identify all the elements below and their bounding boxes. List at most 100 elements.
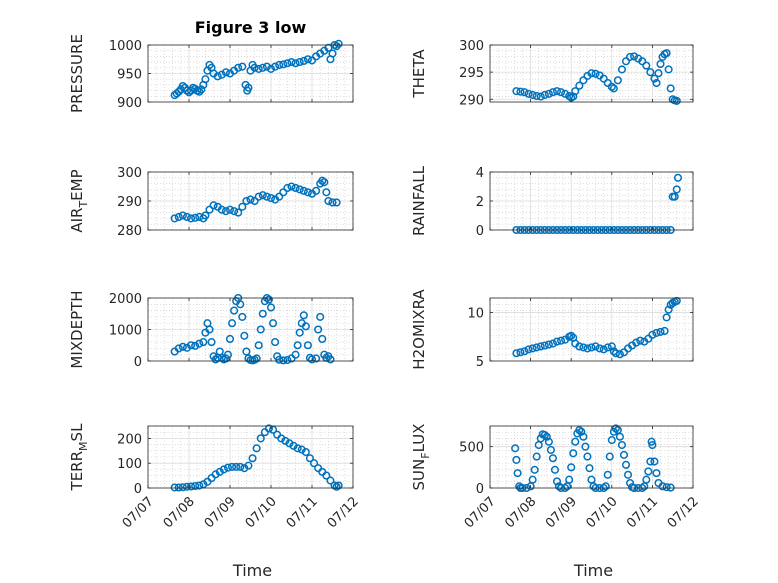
subplot-5: 0 1000 2000 MIXDEPTH	[68, 290, 354, 370]
x-tick-label: 07/07	[462, 494, 499, 531]
data-point	[221, 68, 230, 77]
data-point	[591, 69, 600, 78]
data-point	[595, 344, 604, 353]
y-axis-label-0: PRESSURE	[68, 34, 86, 113]
data-point	[532, 91, 541, 101]
data-point	[223, 463, 232, 472]
data-point	[299, 56, 308, 66]
data-point	[607, 436, 616, 445]
data-point	[262, 62, 271, 71]
y-tick-label: 5	[476, 355, 484, 370]
data-point	[254, 341, 263, 350]
y-tick-label: 290	[459, 93, 484, 108]
data-point	[312, 354, 321, 363]
data-point	[187, 214, 196, 223]
data-point	[540, 431, 549, 440]
data-point	[307, 355, 317, 364]
data-point	[240, 331, 249, 340]
data-point	[299, 311, 308, 320]
data-point	[575, 81, 584, 90]
data-point	[316, 312, 325, 321]
y-tick-label: 100	[117, 457, 142, 472]
data-point	[516, 87, 525, 96]
data-point	[670, 192, 679, 201]
x-tick-label: 07/09	[543, 494, 580, 531]
data-point	[178, 342, 187, 351]
data-point	[256, 325, 265, 334]
data-point	[291, 59, 300, 68]
data-point	[303, 188, 312, 197]
data-point	[283, 59, 292, 68]
data-point	[656, 59, 665, 69]
data-point	[636, 336, 645, 345]
data-point	[174, 87, 183, 96]
x-tick-label: 07/10	[243, 494, 280, 531]
data-point	[225, 334, 235, 344]
data-point	[512, 87, 521, 96]
data-point	[532, 343, 541, 352]
data-point	[291, 183, 300, 192]
y-tick-label: 4	[476, 166, 484, 181]
x-tick-label: 07/09	[202, 494, 239, 531]
data-point	[652, 469, 661, 478]
axes-box	[489, 44, 694, 103]
major-grid	[490, 45, 693, 102]
data-point	[264, 424, 274, 433]
data-point	[266, 303, 276, 312]
data-point	[230, 306, 239, 315]
data-point	[585, 464, 594, 473]
subplot-2: 290 295 300 THETA	[410, 39, 694, 108]
data-point	[557, 88, 566, 97]
data-point	[248, 454, 257, 463]
data-point	[619, 450, 629, 459]
data-point	[279, 188, 288, 197]
y-axis-label-6: TERRMSL	[68, 423, 90, 492]
data-point	[199, 338, 208, 347]
data-point	[305, 454, 315, 463]
data-point	[561, 89, 570, 98]
data-point	[632, 338, 641, 347]
data-point	[520, 88, 529, 97]
y-tick-label: 295	[459, 66, 484, 81]
data-point	[291, 350, 300, 359]
data-point	[283, 356, 292, 365]
data-points	[170, 293, 335, 365]
data-point	[587, 343, 596, 352]
data-points	[170, 176, 341, 223]
x-tick-label: 07/12	[665, 494, 702, 531]
data-point	[279, 356, 288, 365]
data-point	[621, 57, 631, 66]
data-point	[601, 482, 610, 491]
data-point	[567, 463, 576, 472]
y-axis-label-2: AIRTEMP	[68, 169, 90, 232]
data-point	[512, 349, 521, 358]
data-point	[579, 432, 588, 441]
y-tick-label: 2	[476, 195, 484, 210]
data-point	[599, 74, 608, 83]
data-point	[647, 437, 656, 446]
data-point	[252, 444, 261, 453]
data-point	[644, 467, 653, 476]
data-point	[217, 205, 226, 214]
x-tick-label: 07/11	[284, 494, 321, 531]
data-point	[607, 82, 616, 91]
data-point	[617, 440, 627, 450]
subplot-3: 280 290 300 AIRTEMP	[68, 166, 354, 239]
data-point	[303, 55, 312, 64]
data-point	[269, 319, 278, 328]
data-point	[603, 470, 612, 479]
data-point	[275, 355, 284, 364]
data-point	[275, 192, 284, 201]
data-point	[626, 52, 635, 61]
data-point	[320, 178, 329, 187]
data-point	[283, 183, 292, 192]
data-point	[219, 465, 228, 474]
data-point	[591, 342, 600, 351]
data-point	[246, 195, 255, 204]
data-point	[646, 457, 655, 466]
y-tick-label: 280	[117, 224, 142, 239]
data-point	[236, 300, 245, 309]
data-point	[658, 482, 667, 491]
data-point	[209, 201, 218, 210]
data-point	[617, 65, 627, 74]
